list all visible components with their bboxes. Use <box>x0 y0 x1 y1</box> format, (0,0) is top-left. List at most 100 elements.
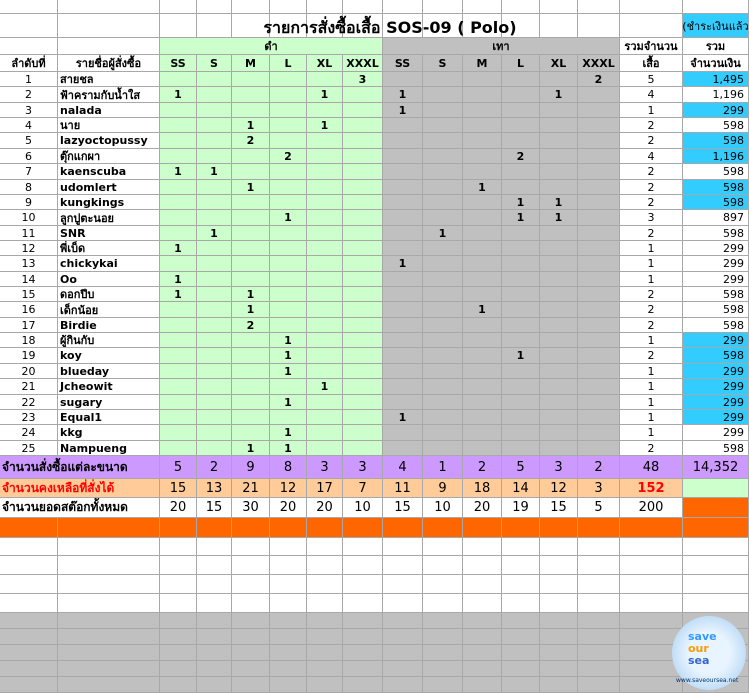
summary-label: จำนวนยอดสต๊อกทั้งหมด <box>0 498 160 518</box>
qty <box>463 72 502 87</box>
qty <box>343 180 383 195</box>
qty: 1 <box>270 348 307 364</box>
cell <box>502 0 540 14</box>
cell <box>578 0 620 14</box>
qty <box>423 441 463 456</box>
customer-name: SNR <box>58 226 160 241</box>
customer-name: kkg <box>58 425 160 441</box>
size-header: XXXL <box>578 55 620 72</box>
qty <box>502 133 540 149</box>
qty <box>197 256 232 272</box>
qty <box>343 87 383 103</box>
cell <box>307 14 343 38</box>
cell <box>270 0 307 14</box>
separator <box>232 518 270 538</box>
empty-cell <box>343 538 383 556</box>
qty <box>578 333 620 348</box>
summary-qty: 30 <box>232 498 270 518</box>
summary-qty: 7 <box>343 479 383 498</box>
empty-cell <box>423 575 463 594</box>
row-total: 2 <box>620 180 683 195</box>
qty <box>383 272 423 287</box>
empty-cell <box>502 629 540 645</box>
logo-url: www.saveoursea.net <box>676 677 739 684</box>
empty-cell <box>197 661 232 677</box>
qty <box>160 133 197 149</box>
qty: 1 <box>160 164 197 180</box>
qty <box>578 395 620 410</box>
empty-cell <box>540 575 578 594</box>
separator <box>423 518 463 538</box>
qty <box>502 425 540 441</box>
qty <box>423 410 463 425</box>
qty: 1 <box>232 441 270 456</box>
summary-qty: 2 <box>463 456 502 479</box>
qty <box>578 103 620 118</box>
qty <box>270 410 307 425</box>
cell <box>620 14 683 38</box>
size-header: XXXL <box>343 55 383 72</box>
summary-qty: 17 <box>307 479 343 498</box>
qty: 2 <box>502 149 540 164</box>
empty-cell <box>343 594 383 613</box>
row-number: 11 <box>0 226 58 241</box>
qty <box>307 164 343 180</box>
empty-cell <box>0 629 58 645</box>
qty <box>502 164 540 180</box>
row-total: 3 <box>620 210 683 226</box>
qty <box>270 379 307 395</box>
column-header: รายชื่อผู้สั่งซื้อ <box>58 55 160 72</box>
row-amount: 299 <box>683 272 749 287</box>
qty <box>578 149 620 164</box>
size-header: L <box>270 55 307 72</box>
qty <box>343 226 383 241</box>
cell <box>502 14 540 38</box>
summary-qty: 13 <box>197 479 232 498</box>
empty-cell <box>160 661 197 677</box>
qty <box>197 395 232 410</box>
qty <box>270 318 307 333</box>
empty-cell <box>540 661 578 677</box>
summary-qty: 5 <box>578 498 620 518</box>
qty <box>502 395 540 410</box>
empty-cell <box>463 613 502 629</box>
summary-qty: 9 <box>232 456 270 479</box>
qty <box>578 302 620 318</box>
qty <box>578 210 620 226</box>
paid-note: (ชำระเงินแล้ว <box>683 14 749 38</box>
qty <box>540 333 578 348</box>
row-amount: 598 <box>683 302 749 318</box>
qty <box>307 441 343 456</box>
qty <box>463 333 502 348</box>
qty: 1 <box>383 256 423 272</box>
cell <box>0 14 58 38</box>
row-total: 2 <box>620 441 683 456</box>
qty: 1 <box>270 333 307 348</box>
empty-cell <box>270 575 307 594</box>
summary-qty: 5 <box>502 456 540 479</box>
cell <box>160 14 197 38</box>
cell <box>307 0 343 14</box>
customer-name: lazyoctopussy <box>58 133 160 149</box>
cell <box>463 0 502 14</box>
row-number: 20 <box>0 364 58 379</box>
cell <box>0 0 58 14</box>
empty-cell <box>502 575 540 594</box>
qty <box>343 103 383 118</box>
cell <box>423 14 463 38</box>
qty <box>160 318 197 333</box>
qty <box>502 256 540 272</box>
qty <box>502 364 540 379</box>
summary-qty: 15 <box>160 479 197 498</box>
qty <box>307 256 343 272</box>
qty <box>540 272 578 287</box>
summary-qty: 3 <box>578 479 620 498</box>
cell <box>463 14 502 38</box>
qty <box>197 425 232 441</box>
qty <box>270 133 307 149</box>
qty <box>540 226 578 241</box>
qty <box>307 72 343 87</box>
empty-cell <box>307 594 343 613</box>
row-number: 19 <box>0 348 58 364</box>
empty-cell <box>307 613 343 629</box>
